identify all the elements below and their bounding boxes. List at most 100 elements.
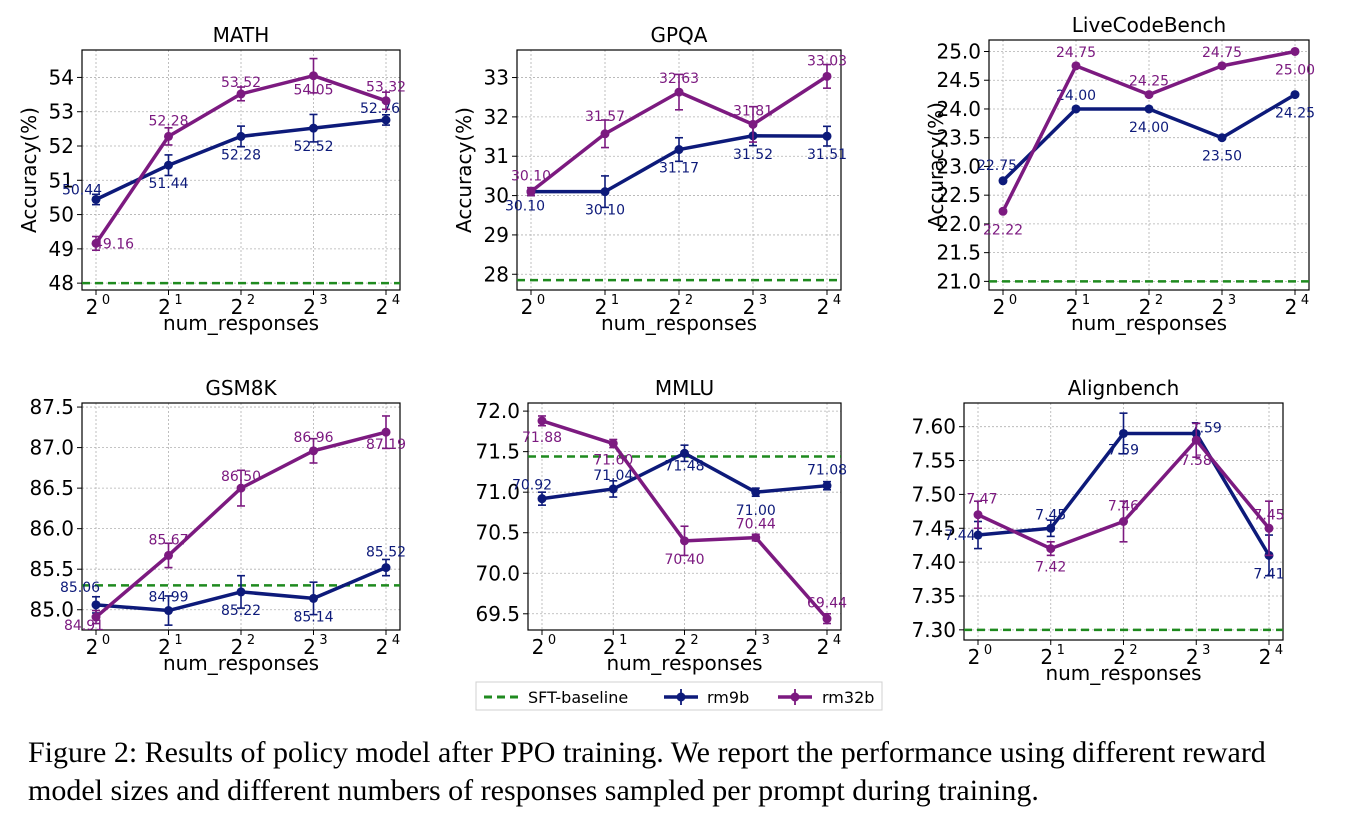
x-tick-label: 2 xyxy=(303,295,316,319)
data-label-rm32b: 49.16 xyxy=(94,236,134,252)
data-label-rm32b: 25.00 xyxy=(1275,62,1315,78)
data-point-rm32b xyxy=(822,71,832,81)
data-label-rm32b: 86.50 xyxy=(221,469,261,485)
data-point-rm9b xyxy=(91,600,101,610)
x-tick-label: 2 xyxy=(603,635,616,659)
y-tick-label: 87.5 xyxy=(29,395,74,419)
x-tick-exponent: 3 xyxy=(759,293,767,308)
x-tick-exponent: 2 xyxy=(247,633,255,648)
chart-panel-gsm8k: 85.085.586.086.587.087.52 0 2 1 2 2 2 3 2 4GSM8Kn… xyxy=(29,376,406,675)
x-tick-label: 2 xyxy=(86,635,99,659)
x-tick-exponent: 3 xyxy=(1202,643,1210,658)
y-tick-label: 33 xyxy=(484,66,509,90)
x-tick-label: 2 xyxy=(231,295,244,319)
y-tick-label: 29 xyxy=(484,223,509,247)
x-tick-exponent: 0 xyxy=(102,633,110,648)
data-label-rm9b: 70.92 xyxy=(512,478,552,494)
y-tick-label: 7.50 xyxy=(911,482,956,506)
data-point-rm9b xyxy=(822,131,832,141)
x-tick-label: 2 xyxy=(303,635,316,659)
data-point-rm9b xyxy=(1046,523,1056,533)
y-tick-label: 87.0 xyxy=(29,436,74,460)
data-label-rm9b: 71.48 xyxy=(664,458,704,474)
data-point-rm9b xyxy=(381,115,391,125)
data-label-rm9b: 31.17 xyxy=(659,161,699,177)
x-tick-label: 2 xyxy=(993,295,1006,319)
y-tick-label: 85.0 xyxy=(29,598,74,622)
y-tick-label: 86.0 xyxy=(29,517,74,541)
y-tick-label: 28 xyxy=(484,262,509,286)
x-tick-label: 2 xyxy=(376,295,389,319)
data-label-rm32b: 7.45 xyxy=(1253,507,1284,523)
y-tick-label: 21.0 xyxy=(936,269,981,293)
data-point-rm9b xyxy=(309,593,318,603)
data-label-rm9b: 71.08 xyxy=(807,463,847,479)
data-point-rm32b xyxy=(822,614,832,624)
x-tick-exponent: 2 xyxy=(1129,643,1137,658)
data-point-rm32b xyxy=(381,427,391,437)
data-point-rm9b xyxy=(236,131,246,141)
x-tick-label: 2 xyxy=(669,295,682,319)
y-tick-label: 22.5 xyxy=(936,183,981,207)
data-label-rm9b: 7.59 xyxy=(1191,420,1222,436)
data-label-rm32b: 30.10 xyxy=(511,169,551,185)
data-label-rm9b: 31.52 xyxy=(733,147,773,163)
data-label-rm32b: 70.40 xyxy=(664,552,704,568)
x-tick-exponent: 1 xyxy=(1082,293,1090,308)
data-label-rm32b: 53.52 xyxy=(221,75,261,91)
y-tick-label: 30 xyxy=(484,184,509,208)
data-point-rm32b xyxy=(680,536,689,546)
y-axis-label: Accuracy(%) xyxy=(452,107,476,233)
data-label-rm9b: 85.14 xyxy=(293,609,333,625)
x-tick-label: 2 xyxy=(1259,645,1272,669)
chart-panel-alignbench: 7.307.357.407.457.507.557.602 0 2 1 2 2 2 3 2 4Al… xyxy=(911,376,1284,685)
x-tick-exponent: 0 xyxy=(548,633,556,648)
data-label-rm9b: 52.52 xyxy=(293,139,333,155)
legend: SFT-baseline rm9b rm32b xyxy=(475,681,883,711)
y-tick-label: 71.5 xyxy=(475,440,520,464)
y-tick-label: 71.0 xyxy=(475,480,520,504)
data-label-rm32b: 70.44 xyxy=(736,517,776,533)
x-tick-exponent: 1 xyxy=(174,633,182,648)
data-label-rm9b: 71.04 xyxy=(593,468,633,484)
chart-title: MMLU xyxy=(655,376,714,400)
data-point-rm32b xyxy=(1046,544,1056,554)
x-tick-exponent: 4 xyxy=(833,633,841,648)
data-label-rm9b: 7.45 xyxy=(1035,507,1066,523)
y-tick-label: 24.5 xyxy=(936,68,981,92)
y-tick-label: 69.5 xyxy=(475,602,520,626)
data-label-rm9b: 85.22 xyxy=(221,603,261,619)
data-label-rm9b: 7.59 xyxy=(1108,442,1139,458)
legend-rm9b-label: rm9b xyxy=(707,688,749,707)
data-label-rm32b: 24.25 xyxy=(1129,74,1169,90)
data-point-rm9b xyxy=(381,563,391,573)
y-axis-label: Accuracy(%) xyxy=(17,107,41,233)
x-tick-label: 2 xyxy=(968,645,981,669)
data-point-rm9b xyxy=(674,145,684,155)
data-point-rm32b xyxy=(1071,61,1081,71)
data-label-rm9b: 50.44 xyxy=(62,182,102,198)
x-axis-label: num_responses xyxy=(163,651,319,675)
x-tick-exponent: 3 xyxy=(762,633,770,648)
data-point-rm9b xyxy=(1119,428,1128,438)
x-axis-label: num_responses xyxy=(163,311,319,335)
data-point-rm9b xyxy=(309,123,318,133)
data-point-rm9b xyxy=(1217,133,1227,143)
data-label-rm9b: 52.28 xyxy=(221,147,261,163)
data-point-rm9b xyxy=(998,176,1008,186)
data-label-rm32b: 69.44 xyxy=(807,596,847,612)
data-point-rm9b xyxy=(91,194,101,204)
data-label-rm9b: 24.25 xyxy=(1275,106,1315,122)
y-tick-label: 23.0 xyxy=(936,154,981,178)
data-label-rm9b: 85.06 xyxy=(60,580,100,596)
data-point-rm32b xyxy=(236,89,246,99)
data-point-rm9b xyxy=(164,606,173,616)
data-label-rm32b: 84.91 xyxy=(64,618,104,634)
y-tick-label: 54 xyxy=(49,65,74,89)
x-tick-label: 2 xyxy=(817,635,830,659)
x-tick-exponent: 1 xyxy=(611,293,619,308)
data-point-rm9b xyxy=(680,448,689,458)
x-axis-label: num_responses xyxy=(601,311,757,335)
